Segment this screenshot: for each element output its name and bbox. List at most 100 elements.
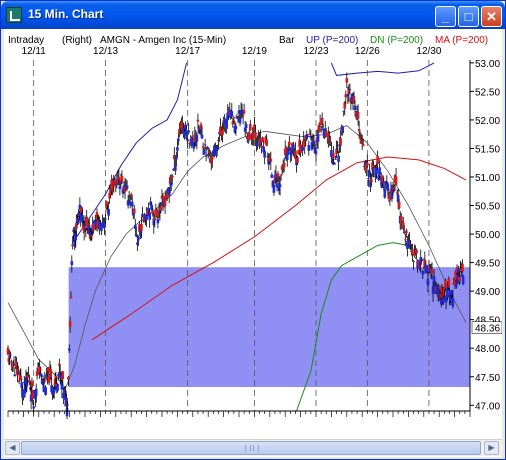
price-bar xyxy=(442,297,445,303)
chart-area[interactable]: 12/11 12/13 12/17 12/19 12/23 12/26 12/30 53.00… xyxy=(4,29,502,457)
price-bar xyxy=(384,181,388,187)
price-bar xyxy=(79,212,83,221)
price-bar xyxy=(11,365,15,367)
price-bar xyxy=(248,123,252,130)
price-bar xyxy=(105,201,108,209)
price-chart[interactable]: 12/11 12/13 12/17 12/19 12/23 12/26 12/30 53.00… xyxy=(4,29,502,439)
price-bar xyxy=(392,187,396,190)
price-bar xyxy=(60,381,64,390)
price-bar xyxy=(444,280,447,288)
current-price-label: 48.36 xyxy=(475,324,500,335)
price-bar xyxy=(132,208,136,214)
price-bar xyxy=(242,110,246,114)
price-bar xyxy=(108,192,111,199)
price-bar xyxy=(167,187,171,196)
price-bar xyxy=(146,210,149,215)
price-bar xyxy=(92,223,95,231)
price-bar xyxy=(405,230,408,234)
price-bar xyxy=(448,290,452,296)
price-bar xyxy=(65,397,68,407)
price-bar xyxy=(148,212,151,220)
price-bar xyxy=(195,134,199,142)
price-bar xyxy=(57,374,60,377)
price-bar xyxy=(428,269,432,273)
price-bar xyxy=(46,377,49,379)
upper-band-line xyxy=(330,62,435,76)
price-bar xyxy=(116,177,120,185)
close-button[interactable]: ✕ xyxy=(481,6,502,27)
price-bar xyxy=(421,270,425,275)
price-bar xyxy=(319,129,323,131)
price-bar xyxy=(31,390,35,399)
price-bar xyxy=(107,209,110,216)
price-bar xyxy=(84,228,88,230)
scroll-left-icon[interactable]: ◀ xyxy=(5,441,20,455)
price-bar xyxy=(373,165,376,168)
minimize-button[interactable]: _ xyxy=(435,6,456,27)
price-bar xyxy=(435,285,439,292)
price-bar xyxy=(303,141,307,147)
price-bar xyxy=(233,126,237,133)
scroll-right-icon[interactable]: ▶ xyxy=(484,441,499,455)
price-bar xyxy=(440,286,444,294)
price-bar xyxy=(160,195,164,199)
price-bar xyxy=(286,147,290,155)
price-bar xyxy=(232,117,236,119)
price-bar xyxy=(185,130,188,140)
price-bar xyxy=(199,124,203,130)
price-bar xyxy=(22,389,25,398)
price-tick-label: 52.50 xyxy=(475,87,500,98)
price-bar xyxy=(337,155,340,162)
price-bar xyxy=(344,94,348,98)
price-bar xyxy=(244,124,248,128)
price-bar xyxy=(365,164,368,171)
price-bar xyxy=(40,373,43,377)
price-bar xyxy=(51,387,54,395)
price-bar xyxy=(192,142,196,149)
title-bar[interactable]: 15 Min. Chart _ □ ✕ xyxy=(1,1,505,29)
price-bar xyxy=(96,220,100,229)
price-tick-label: 51.50 xyxy=(475,144,500,155)
header-instrument: AMGN - Amgen Inc (15-Min) xyxy=(100,35,226,46)
price-bar xyxy=(152,218,156,226)
price-bar xyxy=(411,249,414,255)
price-bar xyxy=(267,159,271,165)
price-bar xyxy=(44,387,47,395)
price-bar xyxy=(288,141,291,146)
price-bar xyxy=(330,150,333,158)
price-bar xyxy=(379,177,382,180)
scroll-thumb[interactable] xyxy=(21,441,481,455)
price-bar xyxy=(140,223,143,232)
price-bar xyxy=(221,128,224,136)
price-tick-label: 47.00 xyxy=(475,401,500,412)
price-bar xyxy=(15,362,18,368)
maximize-button[interactable]: □ xyxy=(458,6,479,27)
price-bar xyxy=(437,290,441,294)
horizontal-scrollbar[interactable]: ◀ ▶ xyxy=(4,439,502,456)
price-bar xyxy=(271,180,275,188)
price-bar xyxy=(101,223,104,227)
chart-app-icon[interactable] xyxy=(6,7,22,23)
price-bar xyxy=(443,296,446,299)
price-tick-label: 48.50 xyxy=(475,316,500,327)
price-bar xyxy=(359,138,363,143)
price-bar xyxy=(345,78,349,83)
price-bar xyxy=(23,386,27,394)
price-bar xyxy=(310,141,314,150)
price-bar xyxy=(444,296,448,303)
price-bar xyxy=(137,236,140,241)
price-bar xyxy=(284,147,288,154)
price-bar xyxy=(87,223,90,228)
price-bar xyxy=(10,361,13,364)
price-bar xyxy=(209,158,213,164)
price-bar xyxy=(343,102,347,109)
price-bar xyxy=(254,132,257,139)
price-bar xyxy=(212,150,215,156)
price-tick-label: 52.00 xyxy=(475,116,500,127)
price-bar xyxy=(234,125,238,130)
price-bar xyxy=(127,196,131,198)
price-bar xyxy=(320,117,324,125)
price-bar xyxy=(292,144,295,150)
price-bar xyxy=(81,215,84,223)
price-bar xyxy=(336,148,339,150)
